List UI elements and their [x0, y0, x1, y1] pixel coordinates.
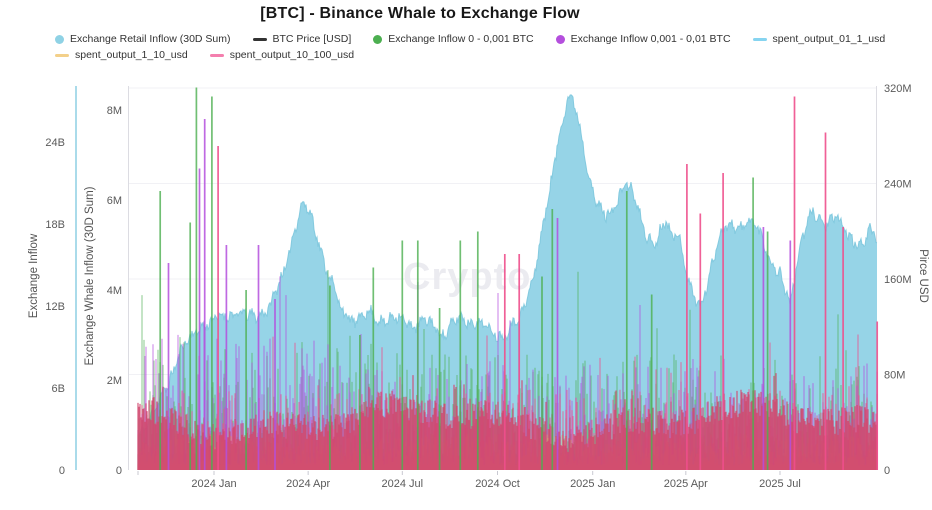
x-axis-tick: 2025 Apr: [664, 478, 708, 490]
exchange-inflow-tick: 18B: [45, 219, 65, 231]
legend-item-exchange-retail-inflow-30d-sum[interactable]: Exchange Retail Inflow (30D Sum): [55, 33, 231, 45]
plot-series: [137, 87, 879, 471]
x-axis-tick: 2025 Jul: [759, 478, 801, 490]
axis-ticks: 0 6B 12B 18B 24B 0 2M 4M 6M 8M 0 80M 160M 240M 320M 202…: [45, 83, 911, 490]
legend-item-label: Exchange Retail Inflow (30D Sum): [70, 33, 231, 45]
exchange-inflow-tick: 24B: [45, 137, 65, 149]
legend-item-label: BTC Price [USD]: [272, 33, 352, 45]
exchange-inflow-0-001-0-01-btc-marker-icon: [555, 34, 565, 44]
exchange-inflow-tick: 12B: [45, 301, 65, 313]
legend-item-label: spent_output_10_100_usd: [229, 49, 355, 61]
whale-inflow-tick: 8M: [107, 105, 122, 117]
price-usd-tick: 240M: [884, 179, 912, 191]
legend-item-btc-price-usd[interactable]: BTC Price [USD]: [252, 33, 352, 45]
price-usd-tick: 160M: [884, 274, 912, 286]
price-usd-tick: 80M: [884, 370, 905, 382]
whale-inflow-tick: 6M: [107, 195, 122, 207]
purple-spikes: [167, 119, 792, 470]
exchange-inflow-tick: 6B: [52, 383, 65, 395]
exchange-inflow-tick: 0: [59, 465, 65, 477]
price-usd-tick: 320M: [884, 83, 912, 95]
series-exchange-retail-inflow-area: [138, 94, 877, 471]
chart-title: [BTC] - Binance Whale to Exchange Flow: [260, 5, 580, 22]
legend-item-label: Exchange Inflow 0 - 0,001 BTC: [388, 33, 534, 45]
legend-item-label: Exchange Inflow 0,001 - 0,01 BTC: [570, 33, 731, 45]
x-axis-tick: 2024 Jan: [191, 478, 236, 490]
legend: Exchange Retail Inflow (30D Sum) BTC Pric…: [55, 33, 921, 61]
legend-item-spent-output-10-100-usd[interactable]: spent_output_10_100_usd: [209, 49, 355, 61]
spent-output-1-10-usd-marker-icon: [55, 53, 69, 57]
pink-spikes: [217, 96, 879, 470]
legend-item-exchange-inflow-0-0-001-btc[interactable]: Exchange Inflow 0 - 0,001 BTC: [373, 33, 534, 45]
legend-item-label: spent_output_1_10_usd: [75, 49, 188, 61]
green-spikes: [159, 87, 769, 470]
whale-inflow-tick: 4M: [107, 285, 122, 297]
exchange-retail-inflow-30d-sum-marker-icon: [55, 34, 64, 44]
price-usd-tick: 0: [884, 465, 890, 477]
whale-inflow-tick: 0: [116, 465, 122, 477]
btc-price-usd-marker-icon: [252, 37, 267, 41]
legend-item-spent-output-1-10-usd[interactable]: spent_output_1_10_usd: [55, 49, 188, 61]
x-axis-tick: 2024 Oct: [475, 478, 520, 490]
x-axis-tick: 2024 Apr: [286, 478, 330, 490]
exchange-inflow-axis-title: Exchange Inflow: [28, 233, 40, 318]
spent-output-10-100-usd-marker-icon: [209, 53, 224, 57]
legend-item-label: spent_output_01_1_usd: [772, 33, 886, 45]
x-axis-tick: 2024 Jul: [382, 478, 424, 490]
price-usd-axis-title: Pirce USD: [917, 249, 929, 303]
whale-inflow-tick: 2M: [107, 375, 122, 387]
spent-output-01-1-usd-marker-icon: [752, 37, 767, 41]
legend-item-exchange-inflow-0-001-0-01-btc[interactable]: Exchange Inflow 0,001 - 0,01 BTC: [555, 33, 731, 45]
exchange-inflow-0-0-001-btc-marker-icon: [373, 34, 383, 44]
x-axis-tick: 2025 Jan: [570, 478, 615, 490]
legend-item-spent-output-01-1-usd[interactable]: spent_output_01_1_usd: [752, 33, 886, 45]
whale-inflow-axis-title: Exchange Whale Inflow (30D Sum): [84, 186, 96, 365]
